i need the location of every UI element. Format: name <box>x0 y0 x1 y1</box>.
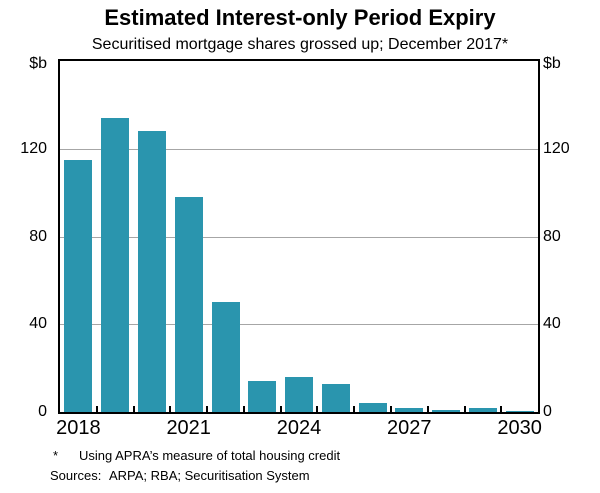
y-tick-label-left-40: 40 <box>29 315 47 333</box>
x-tick-label-2018: 2018 <box>56 417 101 439</box>
bar-2022 <box>211 302 240 412</box>
y-axis-unit-left: $b <box>29 55 47 72</box>
sources-text: ARPA; RBA; Securitisation System <box>109 468 310 483</box>
y-tick-label-left-120: 120 <box>20 139 47 157</box>
y-axis-unit-right: $b <box>543 55 561 72</box>
y-tick-label-right-120: 120 <box>543 139 570 157</box>
chart-subtitle: Securitised mortgage shares grossed up; … <box>91 36 509 53</box>
gridline-40 <box>60 324 538 326</box>
x-tick-label-2021: 2021 <box>166 417 211 439</box>
x-axis-tick <box>463 406 466 412</box>
x-tick-label-2024: 2024 <box>276 417 322 439</box>
x-axis-tick <box>132 406 135 412</box>
bar-2028 <box>432 409 461 412</box>
x-axis-tick <box>279 406 282 412</box>
x-axis-tick <box>95 406 98 412</box>
x-axis-tick <box>316 406 319 412</box>
x-tick-label-2027: 2027 <box>387 417 432 439</box>
y-tick-label-right-40: 40 <box>543 315 561 333</box>
x-axis-tick <box>389 406 392 412</box>
bar-2029 <box>468 407 497 412</box>
gridline-120 <box>60 148 538 150</box>
bar-2019 <box>101 118 130 412</box>
bar-2021 <box>174 197 203 412</box>
x-axis-tick <box>353 406 356 412</box>
y-tick-label-right-0: 0 <box>543 403 552 420</box>
bar-2020 <box>137 131 166 412</box>
bar-2030 <box>505 410 534 412</box>
bar-2024 <box>285 376 313 412</box>
chart-title: Estimated Interest-only Period Expiry <box>104 5 496 30</box>
x-axis-tick <box>206 406 209 412</box>
x-axis-tick <box>500 406 503 412</box>
y-tick-label-left-80: 80 <box>29 227 47 245</box>
x-axis-tick <box>169 406 172 412</box>
y-tick-label-right-80: 80 <box>543 227 561 245</box>
x-tick-label-2030: 2030 <box>497 417 542 439</box>
bar-2026 <box>358 403 387 412</box>
plot-area <box>58 59 540 414</box>
bar-2023 <box>248 381 277 412</box>
gridline-80 <box>60 236 538 238</box>
footnote-text: Using APRA’s measure of total housing cr… <box>79 448 341 463</box>
bar-2025 <box>321 383 350 412</box>
x-axis-tick <box>426 406 429 412</box>
footnote-marker: * <box>53 448 59 463</box>
y-tick-label-left-0: 0 <box>38 403 47 420</box>
bar-2018 <box>64 159 93 412</box>
bar-2027 <box>395 407 424 412</box>
sources-label: Sources: <box>50 468 102 483</box>
x-axis-tick <box>242 406 245 412</box>
